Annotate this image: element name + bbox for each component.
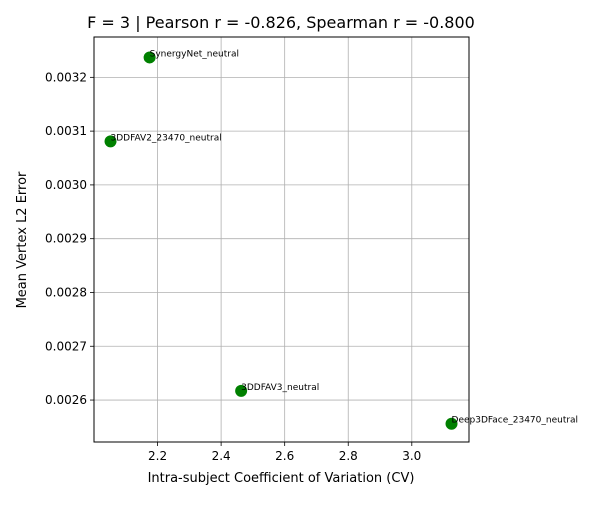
data-point [104, 135, 117, 148]
data-point [143, 51, 156, 64]
y-axis-label: Mean Vertex L2 Error [15, 171, 30, 308]
y-tick-label: 0.0030 [45, 178, 87, 192]
data-point-label: 3DDFAV2_23470_neutral [111, 133, 222, 143]
x-tick-label: 2.2 [148, 449, 167, 463]
data-points: SynergyNet_neutral 3DDFAV2_23470_neutral 3… [104, 49, 579, 430]
grid-lines [94, 37, 469, 442]
data-point-label: 3DDFAV3_neutral [241, 383, 319, 393]
y-tick-label: 0.0026 [45, 393, 87, 407]
y-tick-label: 0.0029 [45, 232, 87, 246]
chart-title: F = 3 | Pearson r = -0.826, Spearman r =… [87, 13, 475, 32]
x-tick-label: 3.0 [402, 449, 421, 463]
data-point [235, 384, 248, 397]
x-axis-ticks: 2.2 2.4 2.6 2.8 3.0 [148, 442, 421, 463]
y-tick-label: 0.0031 [45, 124, 87, 138]
x-tick-label: 2.6 [275, 449, 294, 463]
y-axis-ticks: 0.0026 0.0027 0.0028 0.0029 0.0030 0.0031 0.00… [45, 70, 94, 407]
data-point-label: SynergyNet_neutral [150, 49, 239, 59]
x-axis-label: Intra-subject Coefficient of Variation (… [148, 471, 415, 486]
y-tick-label: 0.0032 [45, 70, 87, 84]
data-point-label: Deep3DFace_23470_neutral [452, 416, 579, 426]
y-tick-label: 0.0028 [45, 285, 87, 299]
plot-area-frame [93, 36, 470, 443]
x-tick-label: 2.4 [212, 449, 231, 463]
x-tick-label: 2.8 [339, 449, 358, 463]
y-tick-label: 0.0027 [45, 339, 87, 353]
data-point [445, 417, 458, 430]
